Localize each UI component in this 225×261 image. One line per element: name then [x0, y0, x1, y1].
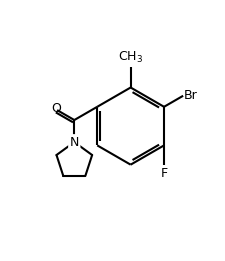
Text: O: O [51, 102, 61, 115]
Text: F: F [160, 167, 167, 180]
Text: N: N [69, 135, 79, 149]
Text: CH$_3$: CH$_3$ [117, 50, 143, 65]
Text: Br: Br [183, 89, 197, 102]
Text: N: N [69, 135, 79, 149]
